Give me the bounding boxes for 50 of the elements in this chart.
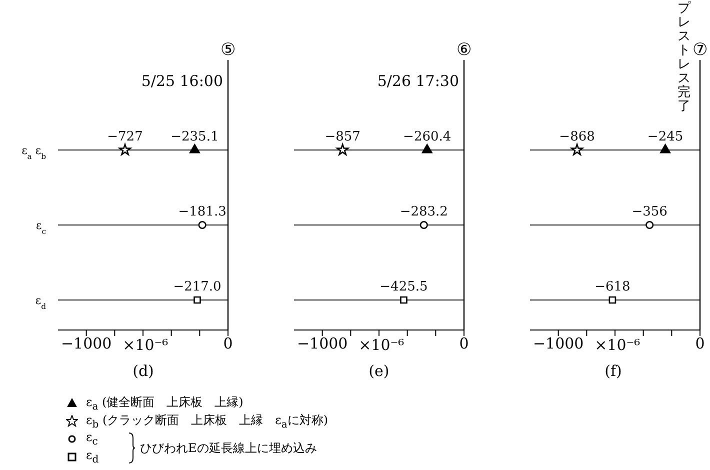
legend-label: ε$_{d}$ bbox=[86, 448, 99, 466]
text: (d) bbox=[132, 362, 154, 380]
data-label: −181.3 bbox=[178, 204, 226, 220]
point bbox=[646, 220, 654, 230]
point bbox=[189, 144, 200, 154]
point bbox=[118, 144, 132, 156]
text: (f) bbox=[604, 362, 622, 380]
point bbox=[570, 144, 584, 156]
data-label: −425.5 bbox=[380, 280, 428, 295]
legend-label: ε$_{c}$ bbox=[86, 430, 98, 448]
ref-line-label: ⑥ bbox=[456, 40, 472, 60]
data-label: −857 bbox=[324, 130, 360, 145]
point bbox=[420, 220, 428, 230]
x-axis-title: ×10⁻⁶ bbox=[358, 336, 404, 354]
x-tick-label: −1000 bbox=[296, 334, 348, 353]
y-tick-label: ε$_{d}$ bbox=[35, 294, 46, 310]
ref-line-label: ⑦ bbox=[692, 40, 708, 60]
data-label: −727 bbox=[107, 130, 143, 145]
data-label: −356 bbox=[632, 204, 668, 220]
x-tick-label: 0 bbox=[223, 334, 233, 353]
data-label: −618 bbox=[594, 280, 630, 295]
text: (e) bbox=[368, 362, 390, 380]
x-tick-label: 0 bbox=[459, 334, 469, 353]
x-tick-label: −1000 bbox=[60, 334, 112, 353]
text: ひびわれEの延長線上に埋め込み bbox=[140, 440, 317, 456]
data-label: −235.1 bbox=[170, 130, 219, 145]
point bbox=[660, 144, 670, 154]
x-axis-title: ×10⁻⁶ bbox=[594, 336, 640, 354]
data-label: −217.0 bbox=[173, 280, 222, 295]
data-label: −283.2 bbox=[400, 204, 448, 220]
data-label: −245 bbox=[647, 130, 684, 145]
annotation: 5/26 17:30 bbox=[377, 72, 459, 90]
ref-line-label: ⑤ bbox=[220, 40, 236, 60]
data-label: −260.4 bbox=[403, 130, 452, 145]
point bbox=[336, 144, 349, 156]
x-tick-label: 0 bbox=[695, 334, 705, 353]
y-tick-label: ε$_{a}$ ε$_{b}$ bbox=[22, 144, 46, 160]
annotation: 5/25 16:00 bbox=[141, 72, 223, 90]
point bbox=[198, 220, 206, 230]
x-axis-title: ×10⁻⁶ bbox=[122, 336, 168, 354]
annotation: プレストレス完了 bbox=[676, 1, 692, 114]
x-tick-label: −1000 bbox=[532, 334, 584, 353]
legend-label: ε$_{a}$ (健全断面 上床板 上縁) bbox=[86, 394, 244, 412]
y-tick-label: ε$_{c}$ bbox=[36, 219, 46, 236]
point bbox=[422, 144, 432, 154]
point bbox=[400, 296, 408, 304]
point bbox=[194, 296, 201, 304]
data-label: −868 bbox=[559, 130, 595, 145]
legend-label: ε$_{b}$ (クラック断面 上床板 上縁 ε$_{a}$に対称) bbox=[86, 412, 328, 430]
point bbox=[608, 296, 616, 304]
